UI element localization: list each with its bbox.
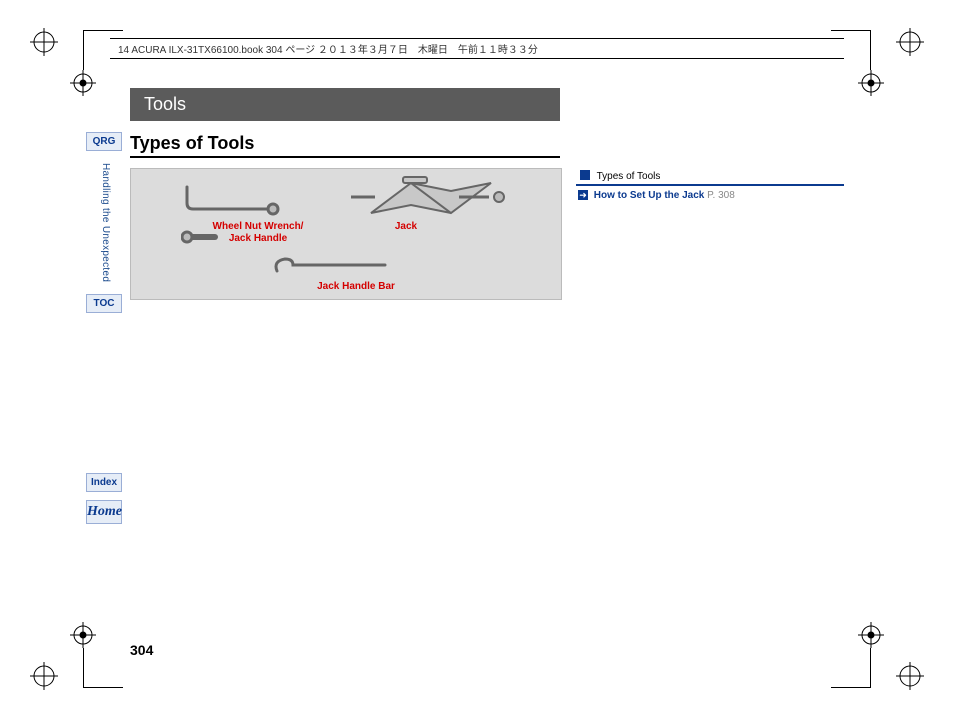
info-header: Types of Tools bbox=[576, 168, 844, 186]
regmark-br bbox=[896, 662, 924, 690]
jack-icon bbox=[341, 175, 511, 219]
index-button[interactable]: Index bbox=[86, 473, 122, 492]
section-side-label: Handling the Unexpected bbox=[100, 163, 111, 282]
page-content: Tools Types of Tools bbox=[130, 70, 844, 658]
link-arrow-icon: ➜ bbox=[578, 190, 588, 200]
regmark-tl bbox=[30, 28, 58, 56]
wheel-nut-wrench-icon bbox=[181, 183, 281, 247]
home-button[interactable]: Home bbox=[86, 500, 122, 524]
crosshair-tr bbox=[858, 70, 884, 96]
jack-handle-bar-label: Jack Handle Bar bbox=[301, 281, 411, 293]
jack-label: Jack bbox=[381, 221, 431, 233]
qrg-button[interactable]: QRG bbox=[86, 132, 122, 151]
toc-button[interactable]: TOC bbox=[86, 294, 122, 313]
section-rule bbox=[130, 156, 560, 158]
crosshair-tl bbox=[70, 70, 96, 96]
regmark-bl bbox=[30, 662, 58, 690]
chapter-title: Tools bbox=[130, 88, 560, 121]
jack-handle-bar-icon bbox=[271, 255, 391, 277]
crosshair-bl bbox=[70, 622, 96, 648]
page-number: 304 bbox=[130, 642, 153, 658]
link-page-ref: P. 308 bbox=[707, 190, 735, 201]
side-nav: QRG Handling the Unexpected TOC Index Ho… bbox=[86, 132, 124, 532]
info-header-text: Types of Tools bbox=[597, 171, 661, 182]
book-meta-line: 14 ACURA ILX-31TX66100.book 304 ページ ２０１３… bbox=[110, 38, 844, 59]
regmark-tr bbox=[896, 28, 924, 56]
how-to-set-up-jack-link[interactable]: How to Set Up the Jack bbox=[594, 190, 705, 201]
info-column: Types of Tools ➜ How to Set Up the Jack … bbox=[576, 168, 844, 300]
crop-bracket-bl bbox=[73, 648, 123, 698]
crosshair-br bbox=[858, 622, 884, 648]
tools-illustration: Wheel Nut Wrench/ Jack Handle Jack Jack … bbox=[130, 168, 562, 300]
info-link-row: ➜ How to Set Up the Jack P. 308 bbox=[576, 186, 844, 201]
section-heading: Types of Tools bbox=[130, 133, 844, 154]
